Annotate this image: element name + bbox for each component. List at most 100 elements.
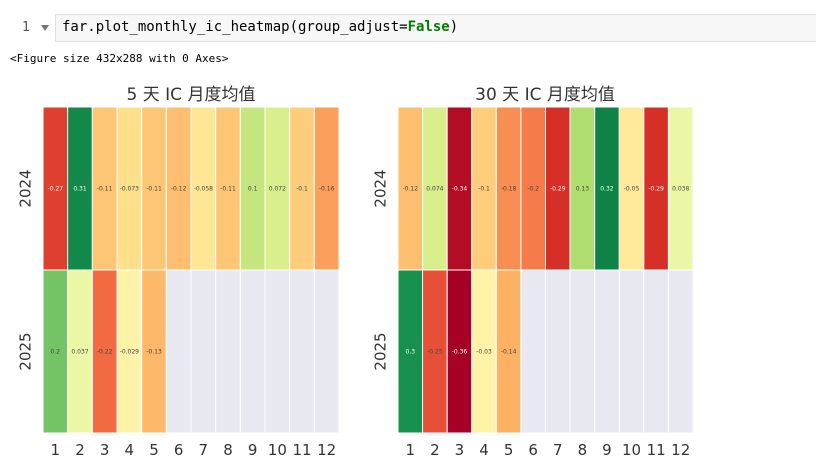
- heatmap-value-label: -0.18: [501, 186, 517, 193]
- heatmap-value-label: -0.16: [319, 186, 335, 193]
- heatmap-cell: [594, 269, 620, 434]
- heatmap-cell: [422, 269, 448, 434]
- x-tick-label: 12: [671, 441, 690, 459]
- heatmap-cell: [42, 106, 69, 271]
- x-tick-label: 3: [100, 441, 110, 459]
- y-tick-label: 2025: [372, 332, 390, 370]
- heatmap-cell: [471, 106, 497, 271]
- heatmap-cell: [569, 269, 596, 434]
- heatmap-value-label: -0.36: [452, 349, 468, 356]
- heatmap-cell: [520, 269, 547, 434]
- x-tick-label: 9: [602, 441, 612, 459]
- heatmap-title: 5 天 IC 月度均值: [127, 85, 256, 105]
- heatmap-cell: [215, 106, 241, 271]
- heatmap-cell: [67, 269, 93, 434]
- x-tick-label: 5: [149, 441, 159, 459]
- x-tick-label: 5: [504, 441, 514, 459]
- heatmap-value-label: -0.12: [403, 186, 419, 193]
- heatmap-cell: [643, 106, 669, 271]
- heatmap-value-label: -0.13: [146, 349, 162, 356]
- x-tick-label: 8: [223, 441, 233, 459]
- heatmap-cell: [618, 269, 645, 434]
- x-tick-label: 3: [455, 441, 465, 459]
- x-tick-label: 11: [647, 441, 666, 459]
- heatmap-value-label: -0.1: [296, 186, 308, 193]
- heatmap-value-label: -0.1: [478, 186, 490, 193]
- heatmap-value-label: -0.12: [171, 186, 187, 193]
- code-suffix: ): [449, 19, 459, 35]
- x-tick-label: 9: [248, 441, 258, 459]
- y-tick-label: 2024: [372, 169, 390, 207]
- heatmap-cell: [42, 269, 69, 434]
- heatmap-cell: [141, 269, 167, 434]
- heatmap-cell: [313, 269, 340, 434]
- heatmap-value-label: -0.11: [146, 186, 162, 193]
- x-tick-label: 8: [578, 441, 588, 459]
- x-tick-label: 1: [406, 441, 416, 459]
- code-editor[interactable]: far.plot_monthly_ic_heatmap(group_adjust…: [55, 14, 816, 42]
- heatmap-value-label: -0.29: [648, 186, 664, 193]
- heatmap-value-label: 0.32: [600, 186, 614, 193]
- heatmap-value-label: -0.25: [427, 349, 443, 356]
- heatmap-cell: [618, 106, 645, 271]
- heatmap-cell: [264, 269, 291, 434]
- code-prefix: far.plot_monthly_ic_heatmap(group_adjust…: [62, 19, 408, 35]
- heatmap-value-label: 0.3: [406, 349, 416, 356]
- heatmap-cell: [446, 106, 473, 271]
- heatmap-cell: [422, 106, 448, 271]
- heatmap-cell: [239, 269, 266, 434]
- x-tick-label: 10: [268, 441, 287, 459]
- heatmap-value-label: 0.1: [248, 186, 258, 193]
- heatmap-cell: [397, 106, 424, 271]
- heatmap-value-label: 0.037: [71, 349, 88, 356]
- y-tick-label: 2024: [17, 169, 35, 207]
- heatmap-cell: [190, 269, 217, 434]
- heatmap-cell: [165, 269, 192, 434]
- heatmap-value-label: -0.22: [97, 349, 113, 356]
- x-tick-label: 4: [479, 441, 489, 459]
- heatmap-cell: [289, 269, 315, 434]
- heatmap-value-label: -0.11: [97, 186, 113, 193]
- heatmap-cell: [495, 106, 522, 271]
- y-tick-label: 2025: [17, 332, 35, 370]
- heatmap-value-label: -0.05: [624, 186, 640, 193]
- heatmap-cell: [264, 106, 291, 271]
- heatmap-cell: [67, 106, 93, 271]
- heatmap-cell: [116, 269, 143, 434]
- heatmap-value-label: 0.13: [576, 186, 590, 193]
- x-tick-label: 6: [174, 441, 184, 459]
- heatmap-figure: 5 天 IC 月度均值-0.27 0.31 -0.11 -0.073 -0.11 -0.1…: [17, 85, 694, 459]
- x-tick-label: 12: [317, 441, 336, 459]
- code-keyword: False: [407, 19, 450, 35]
- heatmap-cell: [495, 269, 522, 434]
- heatmap-cell: [313, 106, 340, 271]
- heatmap-value-label: 0.074: [426, 186, 443, 193]
- code-line: far.plot_monthly_ic_heatmap(group_adjust…: [62, 19, 458, 35]
- heatmap-title: 30 天 IC 月度均值: [475, 85, 615, 105]
- heatmap-value-label: -0.34: [452, 186, 468, 193]
- x-tick-label: 10: [622, 441, 641, 459]
- heatmap-value-label: -0.029: [120, 349, 140, 356]
- heatmap-value-label: -0.2: [527, 186, 539, 193]
- heatmap-value-label: -0.11: [220, 186, 236, 193]
- x-tick-label: 1: [51, 441, 61, 459]
- heatmap-value-label: 0.2: [51, 349, 61, 356]
- heatmap-value-label: -0.03: [476, 349, 492, 356]
- heatmap-cell: [165, 106, 192, 271]
- heatmap-value-label: 0.31: [73, 186, 87, 193]
- heatmap-value-label: 0.038: [672, 186, 689, 193]
- heatmap-cell: [667, 106, 694, 271]
- heatmap-cell: [643, 269, 669, 434]
- heatmap-cell: [215, 269, 241, 434]
- heatmap-cell: [520, 106, 547, 271]
- notebook-cell: 1 far.plot_monthly_ic_heatmap(group_adju…: [0, 0, 816, 44]
- collapse-arrow-icon[interactable]: [40, 23, 50, 33]
- heatmap-value-label: 0.072: [269, 186, 286, 193]
- heatmap-cell: [667, 269, 694, 434]
- x-tick-label: 2: [75, 441, 85, 459]
- x-tick-label: 7: [553, 441, 563, 459]
- heatmap-value-label: -0.29: [550, 186, 566, 193]
- x-tick-label: 6: [528, 441, 538, 459]
- heatmap-value-label: -0.14: [501, 349, 517, 356]
- x-tick-label: 7: [199, 441, 209, 459]
